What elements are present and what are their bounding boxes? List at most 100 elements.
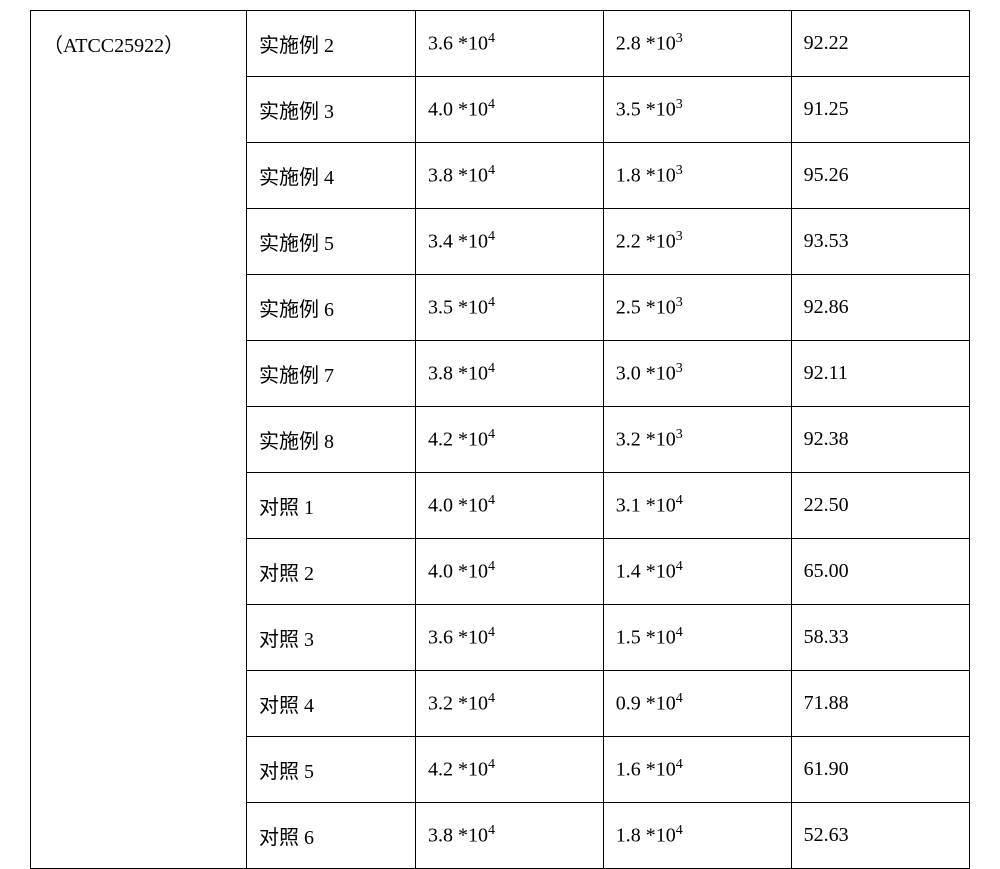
sci-exp: 3 <box>676 361 683 376</box>
pct-cell: 92.22 <box>791 11 969 77</box>
sci-base: 3.8 *10 <box>428 363 488 385</box>
sci-exp: 4 <box>676 691 683 706</box>
sci-base: 4.0 *10 <box>428 99 488 121</box>
example-cell: 实施例 4 <box>246 143 415 209</box>
sci-base: 2.2 *10 <box>616 231 676 253</box>
val2-cell: 1.8 *103 <box>603 143 791 209</box>
example-cell: 对照 6 <box>246 803 415 869</box>
data-table: （ATCC25922） 实施例 2 3.6 *104 2.8 *103 92.2… <box>30 10 970 869</box>
pct-cell: 58.33 <box>791 605 969 671</box>
sci-exp: 4 <box>488 559 495 574</box>
pct-cell: 61.90 <box>791 737 969 803</box>
sci-exp: 3 <box>676 97 683 112</box>
sci-exp: 4 <box>488 97 495 112</box>
sci-base: 3.2 *10 <box>616 429 676 451</box>
sci-exp: 4 <box>488 493 495 508</box>
val1-cell: 3.2 *104 <box>415 671 603 737</box>
sci-base: 3.2 *10 <box>428 693 488 715</box>
pct-cell: 92.86 <box>791 275 969 341</box>
sci-exp: 4 <box>488 229 495 244</box>
pct-cell: 92.11 <box>791 341 969 407</box>
example-cell: 对照 1 <box>246 473 415 539</box>
pct-cell: 52.63 <box>791 803 969 869</box>
val2-cell: 3.0 *103 <box>603 341 791 407</box>
val1-cell: 4.2 *104 <box>415 737 603 803</box>
val2-cell: 1.4 *104 <box>603 539 791 605</box>
sci-exp: 3 <box>676 295 683 310</box>
val2-cell: 3.1 *104 <box>603 473 791 539</box>
sci-base: 4.0 *10 <box>428 561 488 583</box>
example-cell: 对照 4 <box>246 671 415 737</box>
sci-base: 2.8 *10 <box>616 33 676 55</box>
example-cell: 对照 3 <box>246 605 415 671</box>
strain-cell: （ATCC25922） <box>31 11 247 869</box>
sci-base: 4.2 *10 <box>428 759 488 781</box>
table-row: （ATCC25922） 实施例 2 3.6 *104 2.8 *103 92.2… <box>31 11 970 77</box>
val1-cell: 4.2 *104 <box>415 407 603 473</box>
val1-cell: 4.0 *104 <box>415 473 603 539</box>
val2-cell: 0.9 *104 <box>603 671 791 737</box>
sci-base: 1.4 *10 <box>616 561 676 583</box>
example-cell: 实施例 6 <box>246 275 415 341</box>
sci-exp: 4 <box>488 625 495 640</box>
sci-exp: 4 <box>676 625 683 640</box>
val2-cell: 2.2 *103 <box>603 209 791 275</box>
sci-exp: 4 <box>488 295 495 310</box>
sci-exp: 4 <box>488 823 495 838</box>
val2-cell: 1.8 *104 <box>603 803 791 869</box>
sci-exp: 3 <box>676 427 683 442</box>
sci-exp: 4 <box>488 691 495 706</box>
sci-exp: 3 <box>676 163 683 178</box>
example-cell: 实施例 8 <box>246 407 415 473</box>
sci-base: 3.5 *10 <box>428 297 488 319</box>
val1-cell: 3.4 *104 <box>415 209 603 275</box>
sci-exp: 4 <box>488 757 495 772</box>
val1-cell: 3.8 *104 <box>415 803 603 869</box>
val1-cell: 3.5 *104 <box>415 275 603 341</box>
val2-cell: 2.8 *103 <box>603 11 791 77</box>
example-cell: 实施例 2 <box>246 11 415 77</box>
val1-cell: 4.0 *104 <box>415 539 603 605</box>
sci-base: 3.1 *10 <box>616 495 676 517</box>
sci-base: 3.8 *10 <box>428 825 488 847</box>
example-cell: 实施例 5 <box>246 209 415 275</box>
val2-cell: 3.2 *103 <box>603 407 791 473</box>
sci-base: 1.8 *10 <box>616 165 676 187</box>
sci-exp: 4 <box>488 361 495 376</box>
pct-cell: 91.25 <box>791 77 969 143</box>
sci-base: 2.5 *10 <box>616 297 676 319</box>
val1-cell: 3.6 *104 <box>415 11 603 77</box>
sci-base: 1.5 *10 <box>616 627 676 649</box>
pct-cell: 71.88 <box>791 671 969 737</box>
pct-cell: 22.50 <box>791 473 969 539</box>
example-cell: 实施例 3 <box>246 77 415 143</box>
val2-cell: 2.5 *103 <box>603 275 791 341</box>
pct-cell: 93.53 <box>791 209 969 275</box>
val2-cell: 1.5 *104 <box>603 605 791 671</box>
sci-base: 3.4 *10 <box>428 231 488 253</box>
example-cell: 实施例 7 <box>246 341 415 407</box>
sci-exp: 4 <box>676 823 683 838</box>
val1-cell: 3.8 *104 <box>415 143 603 209</box>
val2-cell: 1.6 *104 <box>603 737 791 803</box>
pct-cell: 65.00 <box>791 539 969 605</box>
example-cell: 对照 5 <box>246 737 415 803</box>
val1-cell: 4.0 *104 <box>415 77 603 143</box>
sci-exp: 4 <box>488 427 495 442</box>
sci-exp: 4 <box>676 493 683 508</box>
sci-base: 3.5 *10 <box>616 99 676 121</box>
example-cell: 对照 2 <box>246 539 415 605</box>
sci-base: 3.8 *10 <box>428 165 488 187</box>
val1-cell: 3.6 *104 <box>415 605 603 671</box>
pct-cell: 95.26 <box>791 143 969 209</box>
sci-base: 1.8 *10 <box>616 825 676 847</box>
sci-exp: 4 <box>676 757 683 772</box>
sci-exp: 4 <box>676 559 683 574</box>
sci-exp: 3 <box>676 229 683 244</box>
sci-exp: 4 <box>488 163 495 178</box>
sci-base: 3.6 *10 <box>428 33 488 55</box>
pct-cell: 92.38 <box>791 407 969 473</box>
sci-base: 3.6 *10 <box>428 627 488 649</box>
sci-base: 4.2 *10 <box>428 429 488 451</box>
table-body: （ATCC25922） 实施例 2 3.6 *104 2.8 *103 92.2… <box>31 11 970 869</box>
